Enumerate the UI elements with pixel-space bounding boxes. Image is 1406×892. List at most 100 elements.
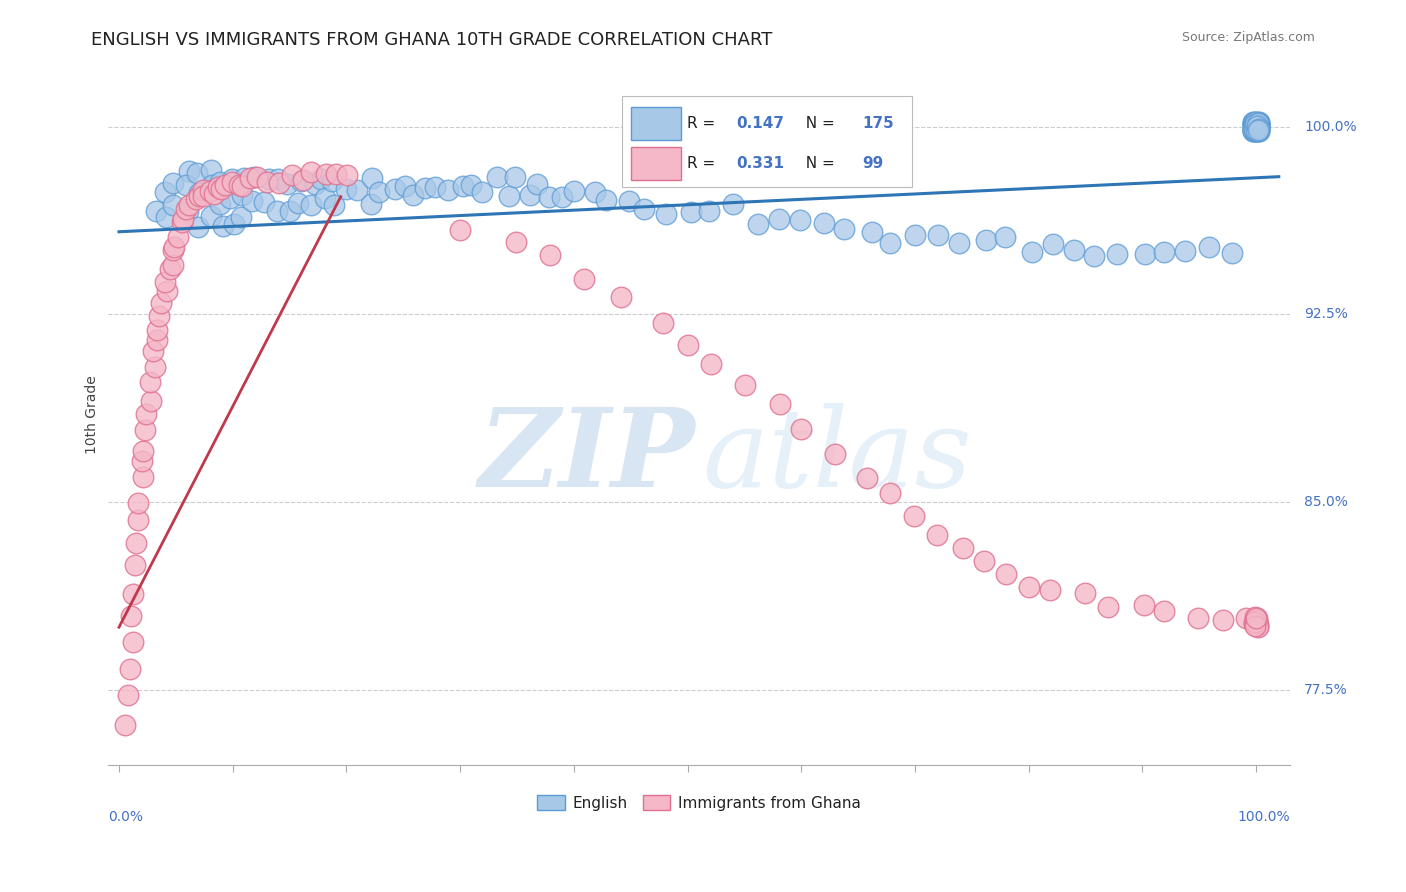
- Point: [1247, 115, 1270, 129]
- Point: [290, 174, 312, 188]
- Point: [1246, 613, 1268, 627]
- Point: [1243, 121, 1265, 136]
- Point: [927, 227, 949, 242]
- Point: [1187, 611, 1209, 625]
- Text: ZIP: ZIP: [478, 403, 696, 510]
- Point: [269, 176, 291, 190]
- Point: [218, 191, 240, 205]
- Point: [1243, 119, 1265, 133]
- Point: [519, 188, 541, 202]
- Point: [1247, 120, 1270, 134]
- Point: [1133, 247, 1156, 261]
- FancyBboxPatch shape: [631, 107, 681, 140]
- Point: [505, 235, 527, 249]
- Point: [242, 194, 264, 209]
- Point: [174, 202, 197, 217]
- Point: [278, 204, 301, 219]
- Point: [1244, 120, 1267, 134]
- Text: R =: R =: [688, 116, 720, 131]
- Point: [1246, 615, 1268, 630]
- Point: [503, 170, 526, 185]
- Point: [1241, 123, 1264, 137]
- Text: 85.0%: 85.0%: [1305, 495, 1348, 509]
- Point: [679, 204, 702, 219]
- Point: [1244, 119, 1267, 133]
- Point: [402, 187, 425, 202]
- Point: [346, 183, 368, 197]
- Point: [1244, 123, 1267, 137]
- Point: [118, 662, 141, 676]
- Point: [323, 198, 346, 212]
- Point: [1246, 120, 1268, 135]
- Point: [155, 186, 177, 200]
- Point: [449, 223, 471, 237]
- Point: [1063, 243, 1085, 257]
- Point: [187, 220, 209, 235]
- Point: [1243, 118, 1265, 132]
- Point: [1243, 117, 1265, 131]
- Point: [200, 162, 222, 177]
- Point: [1243, 121, 1265, 136]
- Point: [994, 230, 1017, 244]
- Point: [460, 178, 482, 192]
- FancyBboxPatch shape: [631, 147, 681, 180]
- Point: [368, 185, 391, 199]
- Point: [1246, 123, 1268, 137]
- Point: [124, 558, 146, 572]
- Point: [224, 218, 246, 232]
- Point: [1246, 120, 1268, 134]
- Point: [173, 211, 195, 226]
- Legend: English, Immigrants from Ghana: English, Immigrants from Ghana: [531, 789, 866, 817]
- Point: [208, 175, 231, 189]
- Point: [564, 185, 586, 199]
- Point: [1021, 244, 1043, 259]
- Point: [1246, 121, 1268, 136]
- Point: [595, 193, 617, 207]
- Point: [1241, 116, 1264, 130]
- Point: [1244, 615, 1267, 630]
- Point: [208, 197, 231, 211]
- Point: [162, 198, 184, 212]
- Point: [904, 228, 927, 243]
- Point: [526, 178, 548, 192]
- Point: [974, 234, 997, 248]
- Point: [676, 337, 699, 351]
- Point: [437, 183, 460, 197]
- Point: [134, 423, 156, 437]
- Y-axis label: 10th Grade: 10th Grade: [86, 375, 100, 454]
- Text: Source: ZipAtlas.com: Source: ZipAtlas.com: [1181, 31, 1315, 45]
- Point: [1105, 247, 1128, 261]
- Point: [231, 188, 253, 202]
- Point: [1247, 620, 1270, 634]
- Point: [211, 219, 233, 233]
- Point: [1247, 123, 1270, 137]
- Point: [148, 309, 170, 323]
- Point: [1241, 123, 1264, 137]
- Point: [176, 203, 198, 218]
- Point: [186, 166, 208, 180]
- Point: [1247, 117, 1270, 131]
- Point: [149, 295, 172, 310]
- Point: [201, 178, 224, 192]
- Point: [177, 197, 200, 211]
- Point: [145, 204, 167, 219]
- Point: [1247, 116, 1270, 130]
- Point: [1018, 580, 1040, 594]
- Text: 77.5%: 77.5%: [1305, 682, 1348, 697]
- Point: [162, 258, 184, 272]
- Point: [617, 194, 640, 208]
- Point: [655, 207, 678, 221]
- Point: [198, 184, 221, 198]
- Point: [280, 168, 302, 182]
- Point: [138, 375, 160, 389]
- Point: [139, 393, 162, 408]
- Point: [229, 210, 252, 224]
- Text: 0.0%: 0.0%: [108, 811, 142, 824]
- Point: [299, 198, 322, 212]
- Point: [1243, 115, 1265, 129]
- Point: [299, 165, 322, 179]
- Point: [1174, 244, 1197, 259]
- Point: [239, 170, 262, 185]
- Point: [1243, 118, 1265, 132]
- Text: 92.5%: 92.5%: [1305, 308, 1348, 321]
